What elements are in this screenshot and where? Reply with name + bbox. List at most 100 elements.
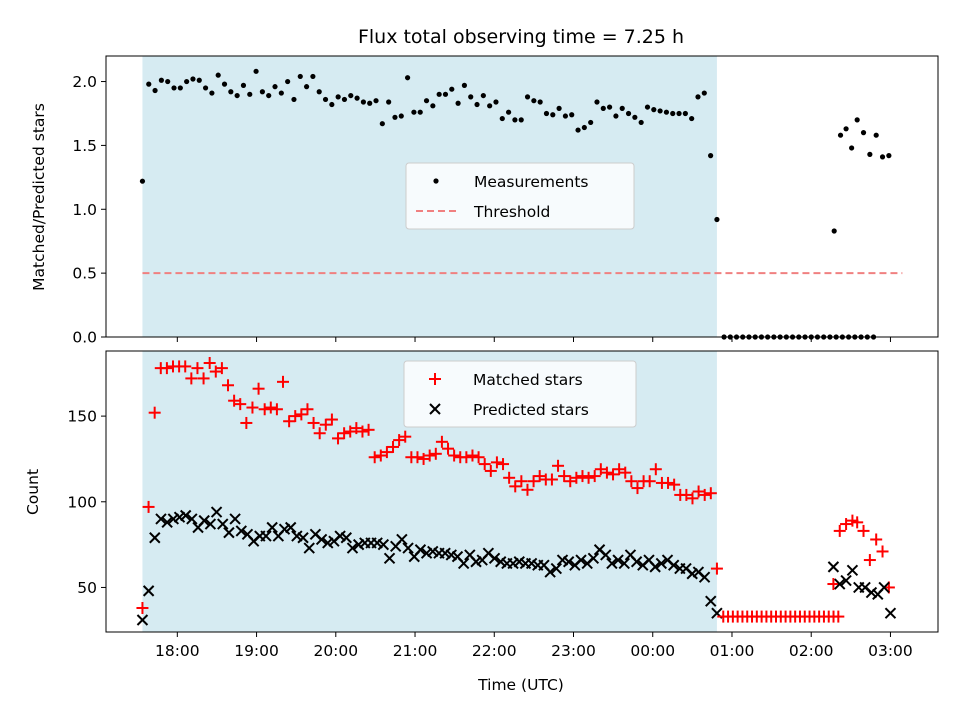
matched-star-point xyxy=(472,451,485,464)
matched-star-point xyxy=(411,451,424,464)
top-y-tick-label: 0.5 xyxy=(72,265,97,283)
predicted-star-point xyxy=(229,513,241,525)
measurement-point xyxy=(860,130,867,136)
measurement-point xyxy=(543,110,550,117)
measurement-point xyxy=(657,108,663,114)
matched-star-point xyxy=(582,471,595,484)
matched-star-point xyxy=(136,602,149,615)
predicted-star-point xyxy=(550,562,563,575)
measurement-point xyxy=(259,89,265,95)
measurement-point xyxy=(177,85,183,91)
predicted-star-point xyxy=(575,554,587,566)
matched-star-point xyxy=(594,463,607,476)
matched-star-point xyxy=(478,458,491,471)
bottom-legend: Matched stars Predicted stars xyxy=(403,360,637,428)
matched-star-point xyxy=(564,475,577,488)
matched-star-point xyxy=(429,447,442,460)
measurement-point xyxy=(550,112,556,118)
matched-star-point xyxy=(197,372,210,385)
matched-star-point xyxy=(503,471,516,484)
top-y-ticks: 0.0 0.5 1.0 1.5 2.0 xyxy=(72,73,106,347)
measurement-point xyxy=(411,109,417,115)
matched-star-point xyxy=(277,375,290,388)
measurement-point xyxy=(644,104,651,110)
measurement-point xyxy=(436,91,442,97)
measurement-point xyxy=(625,110,632,117)
predicted-star-point xyxy=(340,532,353,544)
chart-title: Flux total observing time = 7.25 h xyxy=(358,26,684,48)
matched-star-point xyxy=(380,446,393,459)
measurement-point xyxy=(335,94,341,100)
measurement-point xyxy=(234,92,240,99)
matched-star-point xyxy=(264,401,277,414)
matched-star-point xyxy=(435,435,448,448)
x-axis-label: Time (UTC) xyxy=(477,676,564,694)
measurement-point xyxy=(569,112,575,118)
measurement-point xyxy=(316,89,322,95)
measurement-point xyxy=(638,119,644,126)
measurement-point xyxy=(499,115,505,122)
matched-star-point xyxy=(570,471,583,484)
predicted-star-point xyxy=(396,533,408,546)
measurement-point xyxy=(849,145,855,151)
x-tick-label: 01:00 xyxy=(710,642,755,660)
matched-star-point xyxy=(484,464,497,477)
predicted-star-point xyxy=(878,581,890,594)
matched-star-point xyxy=(160,362,173,375)
matched-star-point xyxy=(350,422,363,435)
top-x-ticks xyxy=(176,337,891,342)
predicted-star-point xyxy=(840,574,852,587)
predicted-star-point xyxy=(315,533,328,546)
matched-star-point xyxy=(234,398,247,411)
measurement-point xyxy=(165,78,171,85)
measurement-point xyxy=(417,109,423,115)
measurement-point xyxy=(379,121,385,127)
legend-measurements-marker xyxy=(433,178,439,184)
matched-star-point xyxy=(442,442,455,455)
matched-star-point xyxy=(631,482,644,495)
bottom-y-tick-label: 50 xyxy=(77,579,97,597)
measurement-point xyxy=(386,99,392,105)
predicted-star-point xyxy=(544,566,556,578)
predicted-star-point xyxy=(562,556,575,568)
matched-star-point xyxy=(344,425,357,438)
predicted-star-point xyxy=(600,549,612,561)
measurement-point xyxy=(423,98,430,104)
matched-star-point xyxy=(870,533,883,546)
predicted-star-point xyxy=(297,532,309,544)
measurement-point xyxy=(524,94,531,100)
measurement-point xyxy=(632,114,638,120)
matched-star-point xyxy=(619,466,632,479)
matched-star-point xyxy=(399,430,412,443)
measurement-point xyxy=(354,95,360,101)
measurement-point xyxy=(581,124,587,131)
matched-star-point xyxy=(423,449,436,462)
bottom-y-axis-label: Count xyxy=(24,469,42,515)
legend-threshold-label: Threshold xyxy=(473,203,550,221)
top-y-axis-label: Matched/Predicted stars xyxy=(30,103,48,291)
matched-star-point xyxy=(338,427,351,440)
predicted-star-point xyxy=(649,561,661,573)
measurement-point xyxy=(196,77,202,83)
predicted-star-point xyxy=(587,552,600,565)
top-y-tick-label: 1.5 xyxy=(72,137,97,155)
predicted-star-point xyxy=(136,614,149,626)
measurement-point xyxy=(240,82,247,88)
matched-star-point xyxy=(649,463,662,476)
matched-star-point xyxy=(509,480,522,493)
top-y-tick-label: 0.0 xyxy=(72,329,97,347)
matched-star-point xyxy=(387,440,400,453)
matched-star-point xyxy=(832,610,845,623)
predicted-star-point xyxy=(655,557,668,570)
matched-star-point xyxy=(222,379,235,392)
matched-star-point xyxy=(680,488,693,501)
matched-star-point xyxy=(460,451,473,464)
matched-star-point xyxy=(325,413,338,426)
measurement-point xyxy=(600,105,606,111)
matched-star-point xyxy=(313,427,326,440)
predicted-star-point xyxy=(846,564,859,577)
measurement-point xyxy=(297,73,303,80)
predicted-star-point xyxy=(383,552,396,565)
matched-star-point xyxy=(362,423,375,436)
measurement-points xyxy=(139,68,892,340)
